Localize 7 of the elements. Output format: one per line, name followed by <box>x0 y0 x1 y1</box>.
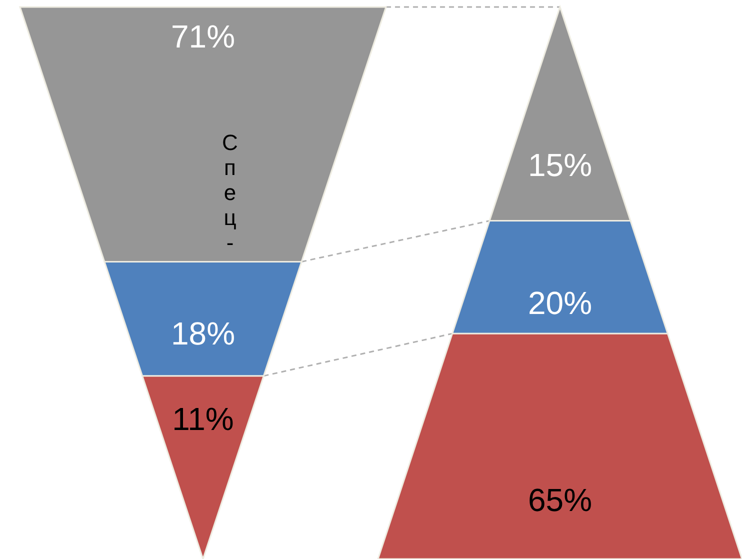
data-label: 11% <box>172 401 234 438</box>
data-label: 71% <box>170 18 236 54</box>
data-label: 65% <box>528 482 592 518</box>
data-label: 20% <box>528 284 592 321</box>
data-label: 18% <box>170 315 236 352</box>
data-label: 15% <box>528 146 592 183</box>
text: Спец- <box>218 130 242 255</box>
